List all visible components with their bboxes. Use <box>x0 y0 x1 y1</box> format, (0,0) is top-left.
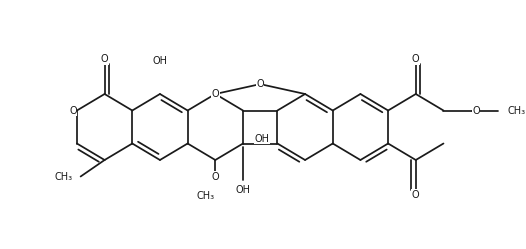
Text: O: O <box>256 79 264 89</box>
Text: O: O <box>69 106 77 116</box>
Text: OH: OH <box>255 133 270 143</box>
Text: CH₃: CH₃ <box>197 191 215 201</box>
Text: OH: OH <box>236 185 250 195</box>
Text: O: O <box>412 54 420 64</box>
Text: O: O <box>211 172 219 182</box>
Text: OH: OH <box>153 56 167 66</box>
Text: O: O <box>472 106 480 116</box>
Text: CH₃: CH₃ <box>508 106 525 116</box>
Text: CH₃: CH₃ <box>55 172 73 182</box>
Text: O: O <box>211 89 219 99</box>
Text: O: O <box>101 54 108 64</box>
Text: O: O <box>412 190 420 200</box>
